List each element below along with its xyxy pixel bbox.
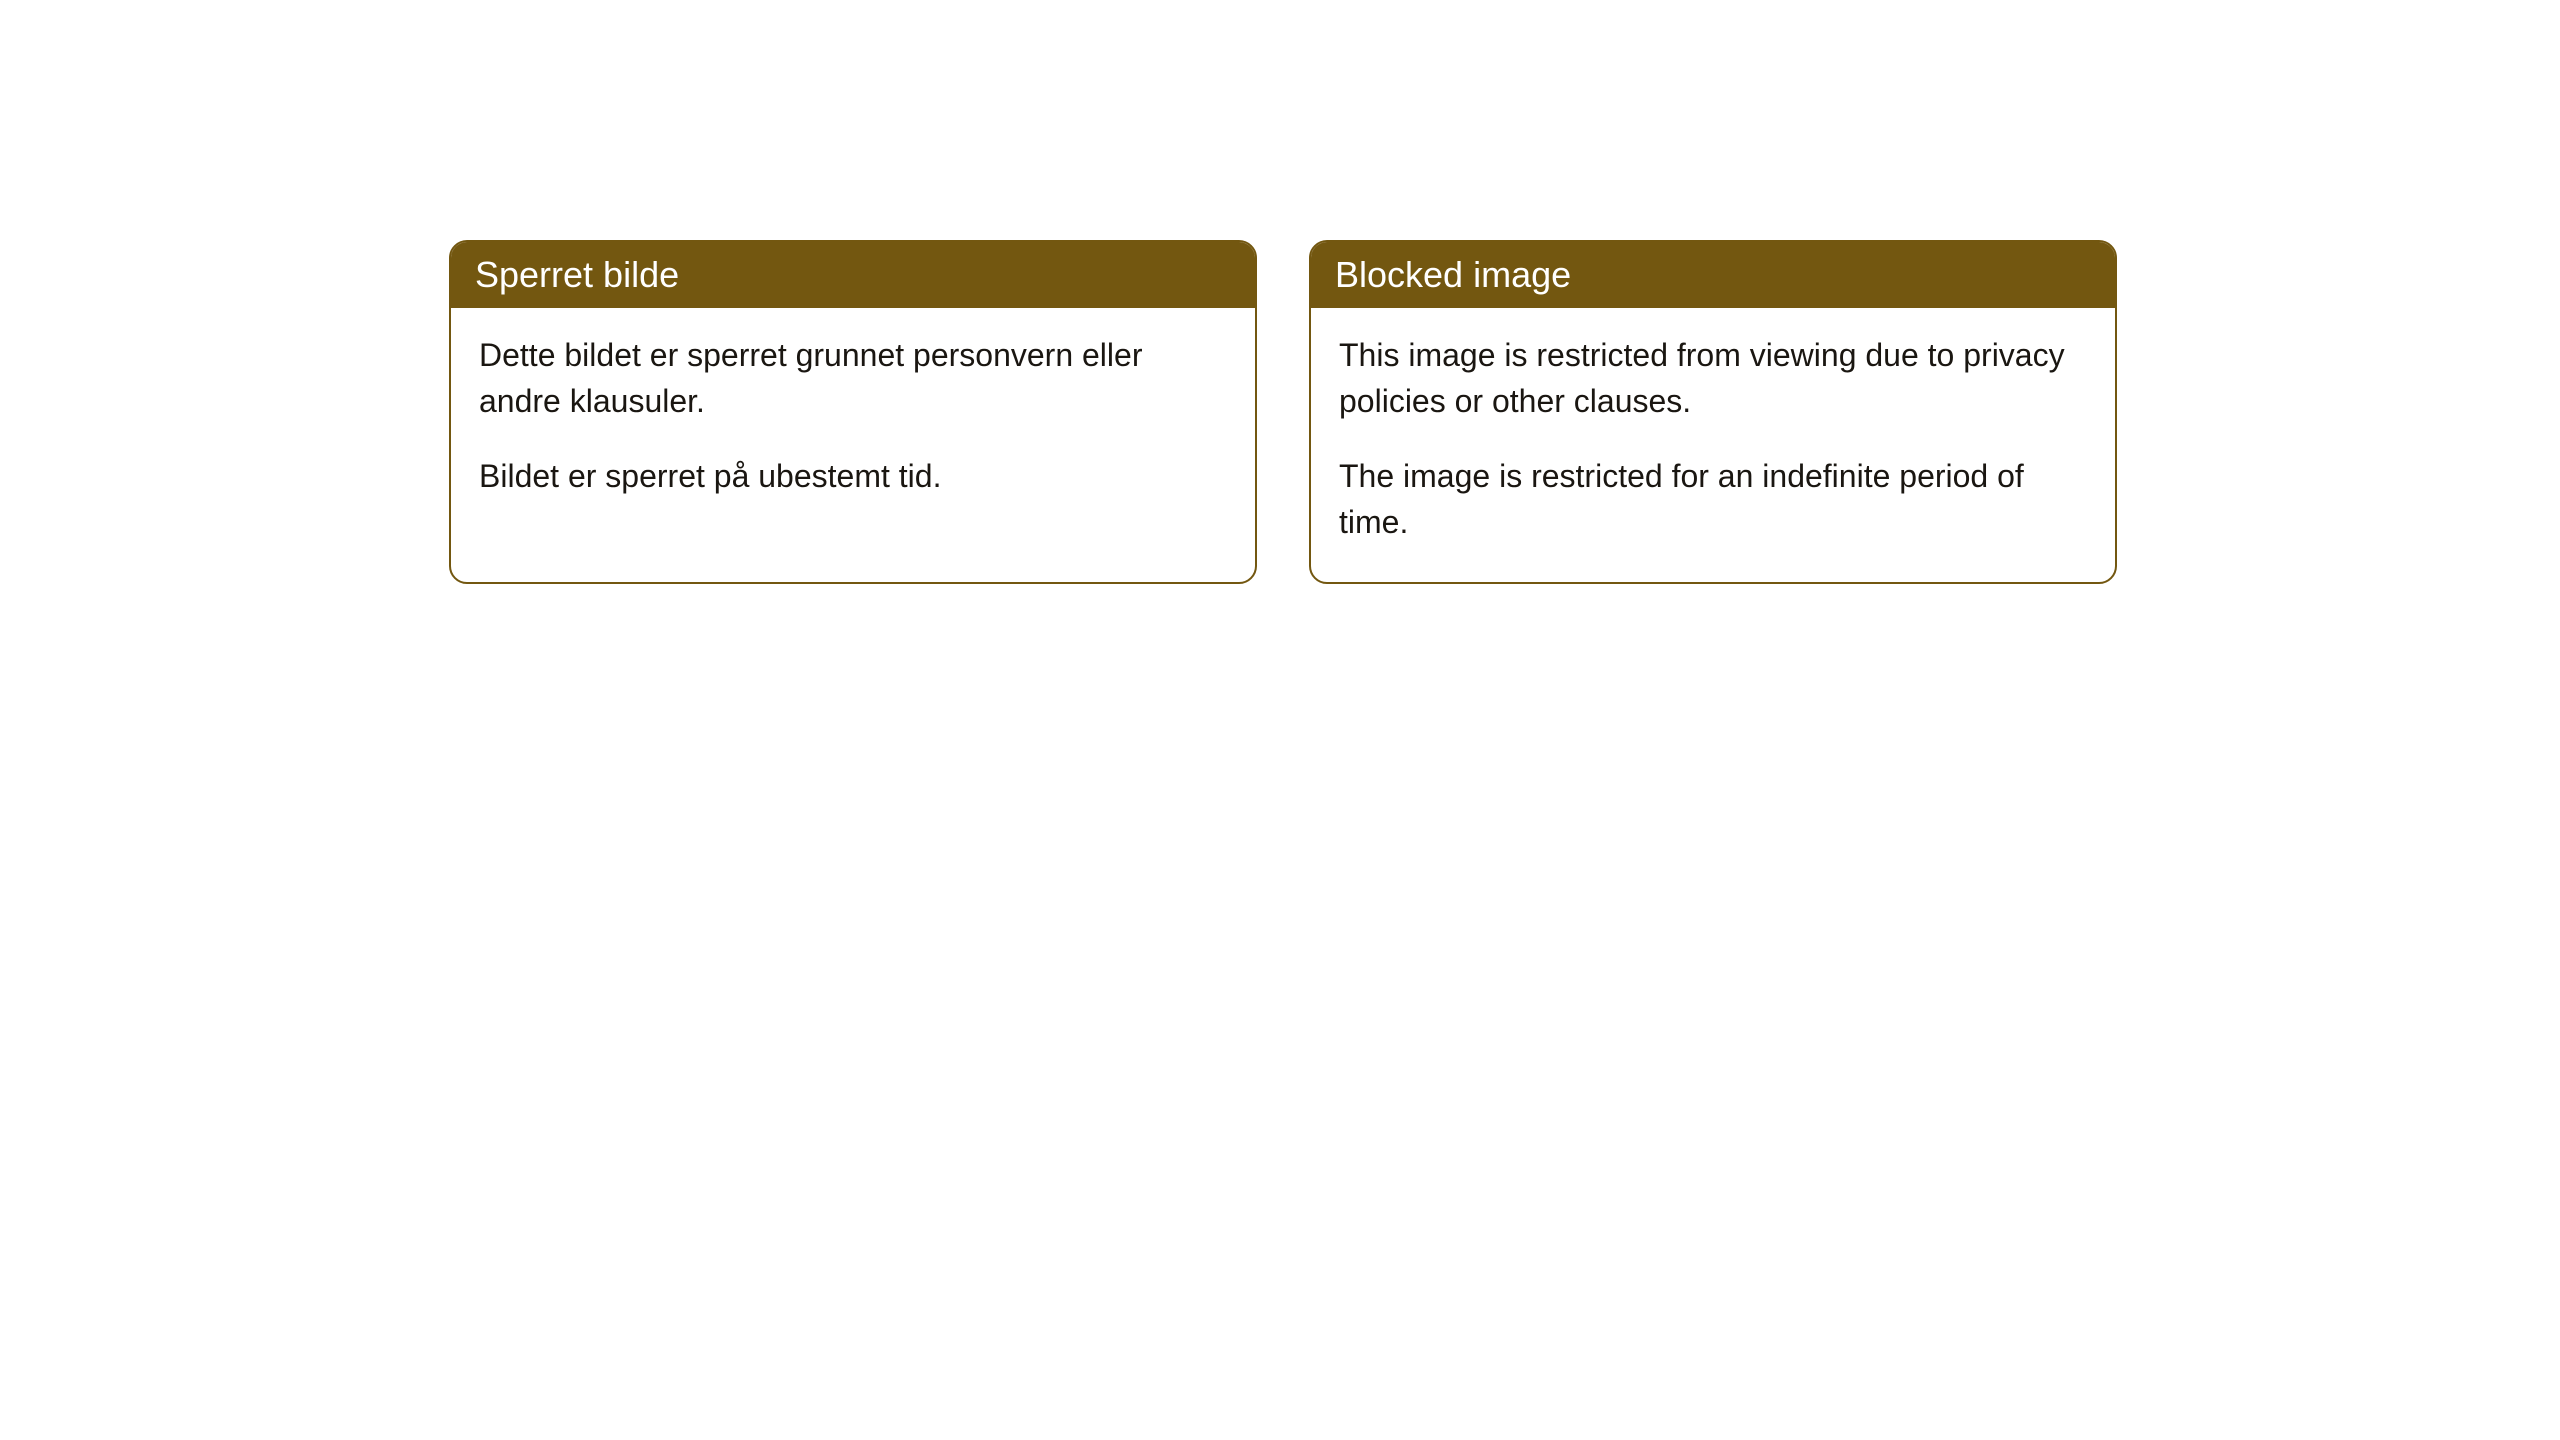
card-paragraph: Dette bildet er sperret grunnet personve…: [479, 332, 1227, 425]
card-paragraph: The image is restricted for an indefinit…: [1339, 453, 2087, 546]
card-paragraph: This image is restricted from viewing du…: [1339, 332, 2087, 425]
card-body: This image is restricted from viewing du…: [1311, 308, 2115, 582]
card-header: Blocked image: [1311, 242, 2115, 308]
blocked-image-card-english: Blocked image This image is restricted f…: [1309, 240, 2117, 584]
card-body: Dette bildet er sperret grunnet personve…: [451, 308, 1255, 535]
card-title: Sperret bilde: [475, 254, 679, 295]
card-paragraph: Bildet er sperret på ubestemt tid.: [479, 453, 1227, 499]
card-title: Blocked image: [1335, 254, 1571, 295]
blocked-image-card-norwegian: Sperret bilde Dette bildet er sperret gr…: [449, 240, 1257, 584]
card-header: Sperret bilde: [451, 242, 1255, 308]
notice-cards-container: Sperret bilde Dette bildet er sperret gr…: [449, 240, 2117, 584]
